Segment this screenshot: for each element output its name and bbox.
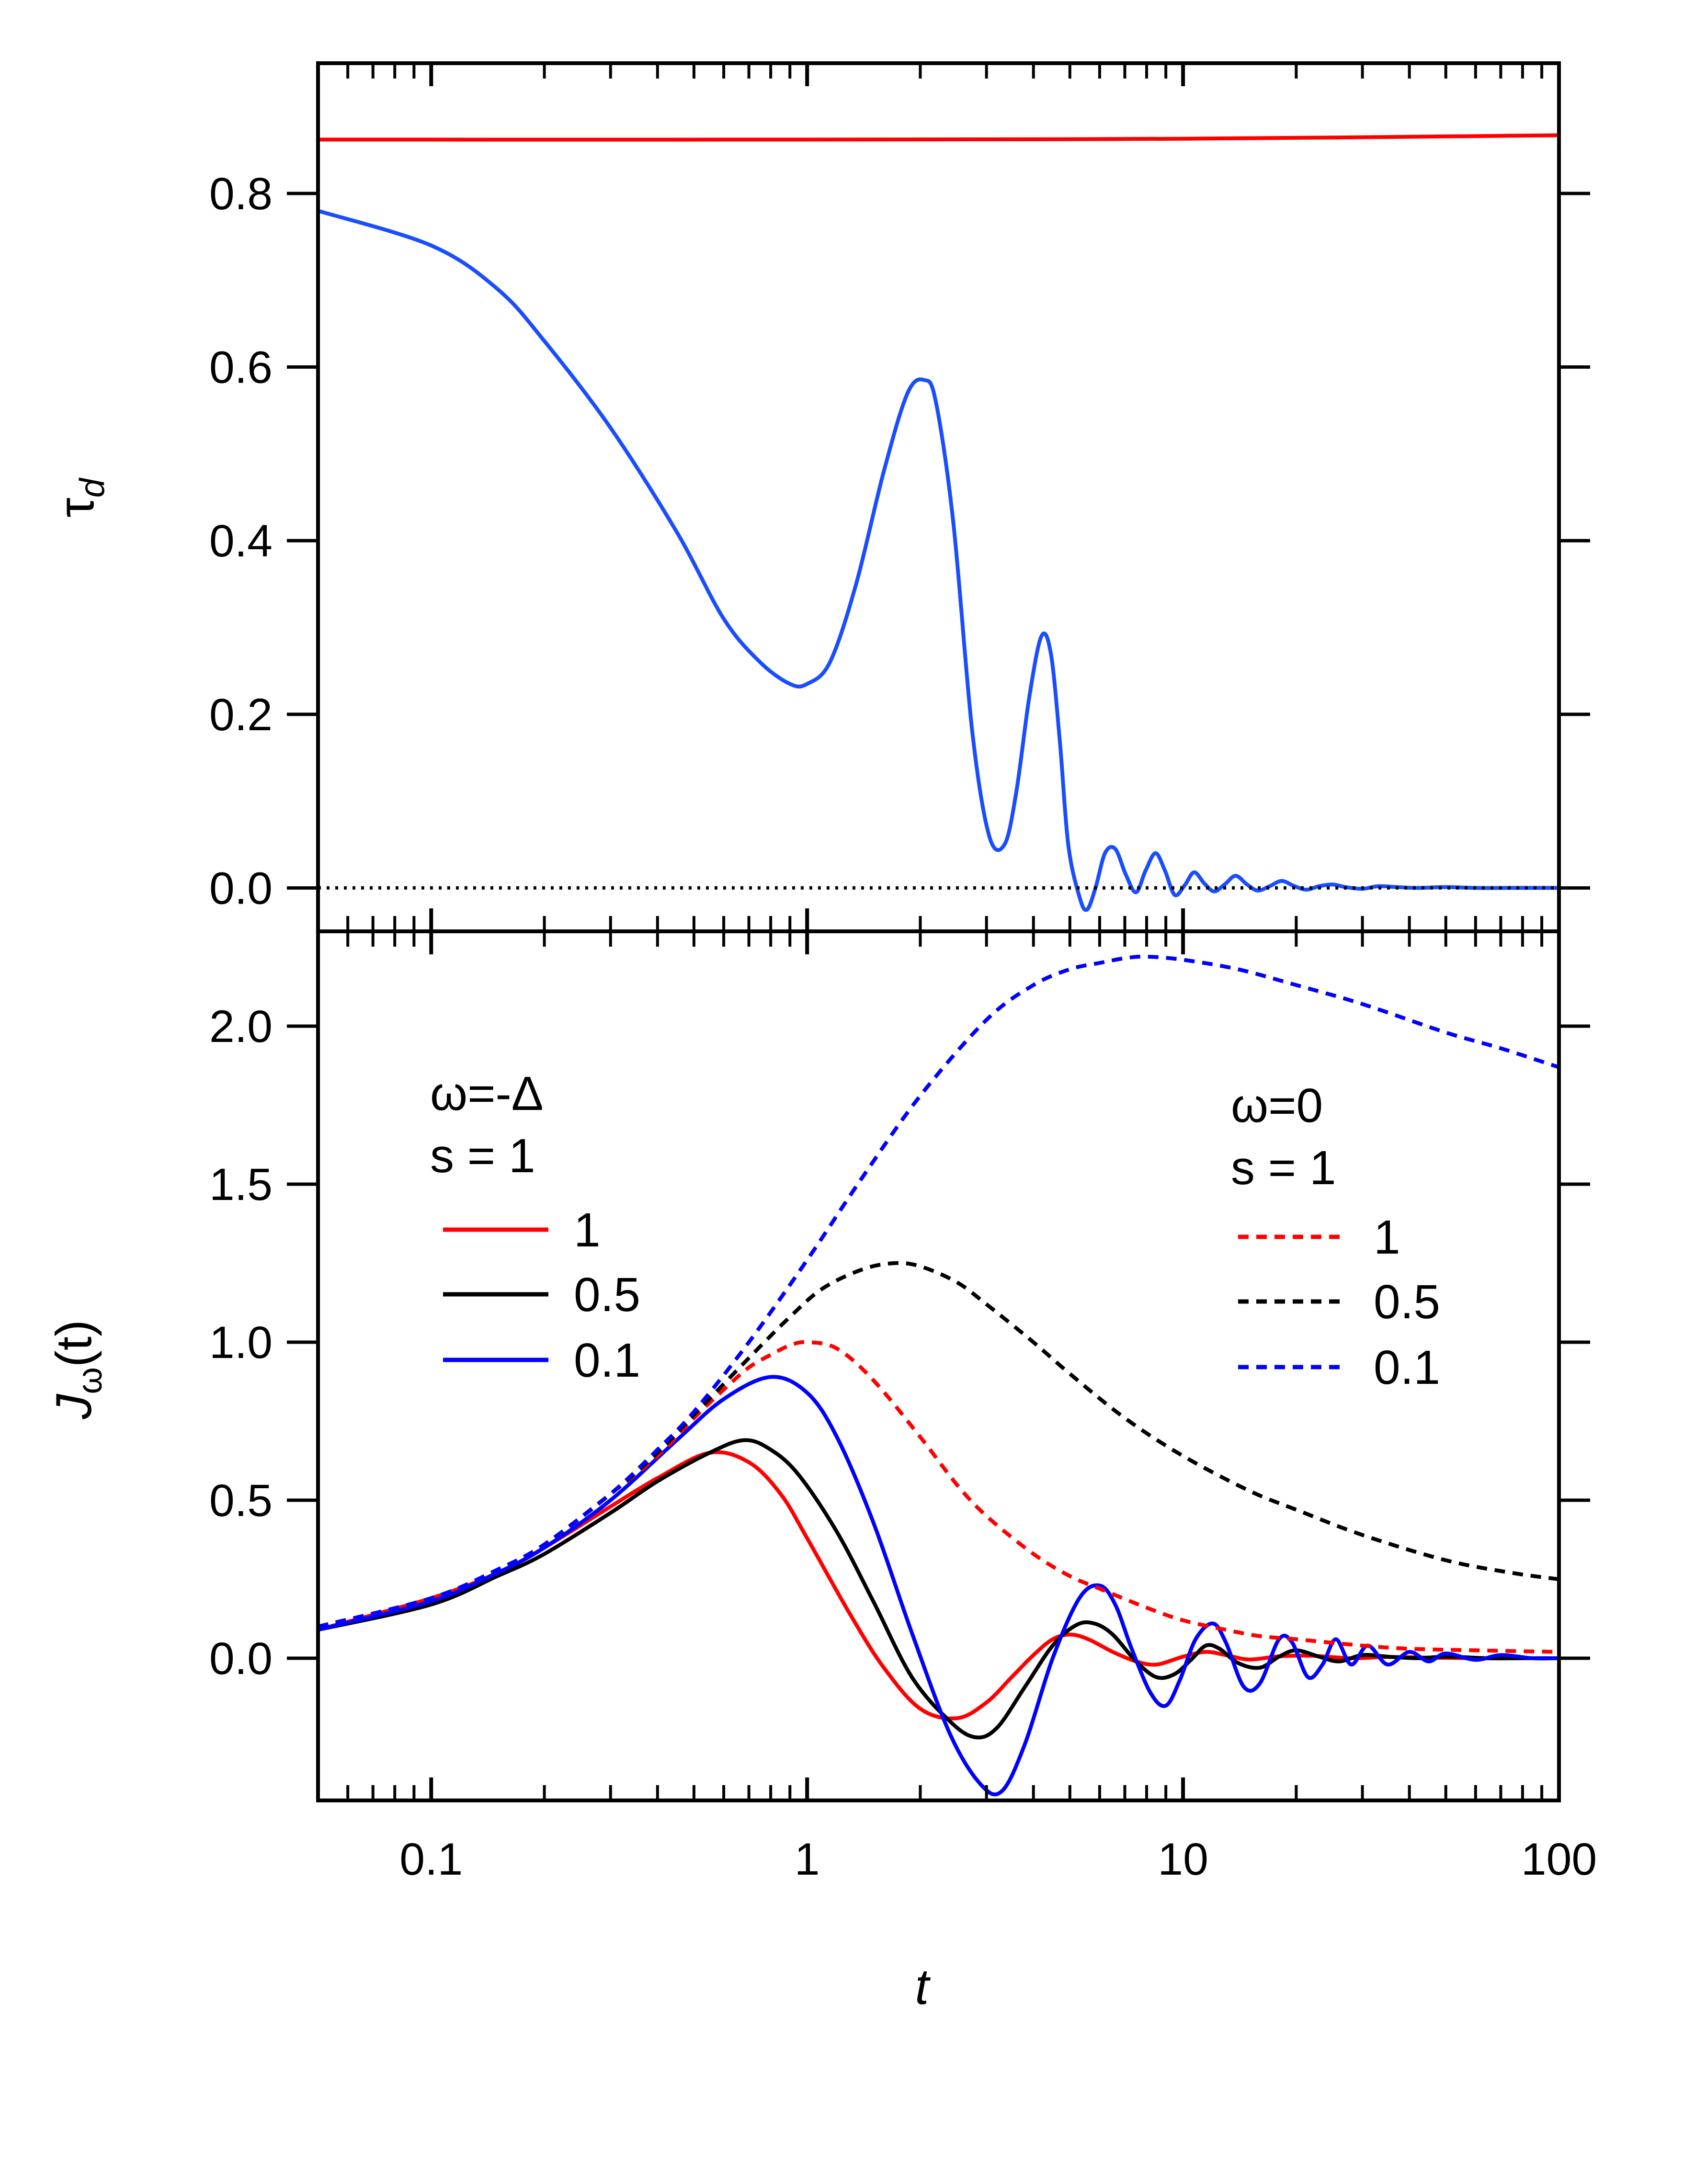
bottom-y-axis-title: Jω(t) [46, 1320, 109, 1420]
bottom-ytick-label-2: 1.0 [209, 1317, 273, 1368]
top-series-1 [318, 209, 1559, 912]
bottom-series-2 [318, 1375, 1559, 1797]
top-series-0 [318, 133, 1559, 142]
x-axis-title: t [915, 1959, 931, 2015]
bottom-ytick-label-1: 0.5 [209, 1475, 273, 1526]
legend-dashed-label-2: 0.5 [1374, 1275, 1440, 1329]
top-y-axis-symbol: τ [48, 498, 104, 517]
xtick-label-0: 0.1 [399, 1834, 463, 1885]
legend-dashed-label-3: 0.1 [1374, 1341, 1440, 1394]
bottom-ytick-label-3: 1.5 [209, 1159, 273, 1210]
legend-solid-label-1: 1 [574, 1203, 601, 1257]
bottom-frame [316, 929, 1561, 1802]
top-ytick-label-2: 0.4 [209, 516, 273, 566]
legend-solid-label-2: 0.5 [574, 1268, 640, 1322]
bottom-y-axis-subscript: ω [71, 1367, 109, 1394]
legend-solid: ω=-Δ s = 1 1 0.5 0.1 [430, 1067, 640, 1387]
legend-dashed-title-1: ω=0 [1231, 1079, 1323, 1132]
xtick-label-1: 1 [795, 1834, 820, 1885]
legend-dashed: ω=0 s = 1 1 0.5 0.1 [1231, 1079, 1440, 1394]
xtick-label-3: 100 [1521, 1834, 1597, 1885]
bottom-series-1 [318, 1438, 1559, 1740]
top-frame [316, 61, 1561, 933]
top-y-axis-title: τd [48, 477, 112, 517]
legend-dashed-title-2: s = 1 [1231, 1141, 1336, 1195]
legend-solid-title-2: s = 1 [430, 1129, 535, 1183]
bottom-y-axis-suffix: (t) [46, 1320, 102, 1367]
axes: 0.0 0.2 0.4 0.6 0.8 0.0 0.5 1.0 1.5 2.0 0.1 1 10 100 [209, 61, 1597, 1885]
top-ytick-label-3: 0.6 [209, 342, 273, 393]
top-ytick-label-4: 0.8 [209, 169, 273, 219]
top-ytick-label-0: 0.0 [209, 863, 273, 914]
bottom-series-5 [318, 954, 1559, 1629]
legend-dashed-label-1: 1 [1374, 1211, 1400, 1264]
top-panel-series [318, 133, 1559, 912]
legend-solid-title-1: ω=-Δ [430, 1067, 544, 1120]
xtick-label-2: 10 [1158, 1834, 1208, 1885]
bottom-series-0 [318, 1450, 1559, 1720]
bottom-y-axis-symbol: J [46, 1393, 102, 1420]
bottom-series-3 [318, 1340, 1559, 1654]
bottom-panel-series [318, 954, 1559, 1797]
top-ytick-label-1: 0.2 [209, 690, 273, 740]
top-y-axis-subscript: d [73, 477, 112, 498]
bottom-ytick-label-4: 2.0 [209, 1001, 273, 1052]
bottom-ytick-label-0: 0.0 [209, 1633, 273, 1684]
legend-solid-label-3: 0.1 [574, 1334, 640, 1387]
